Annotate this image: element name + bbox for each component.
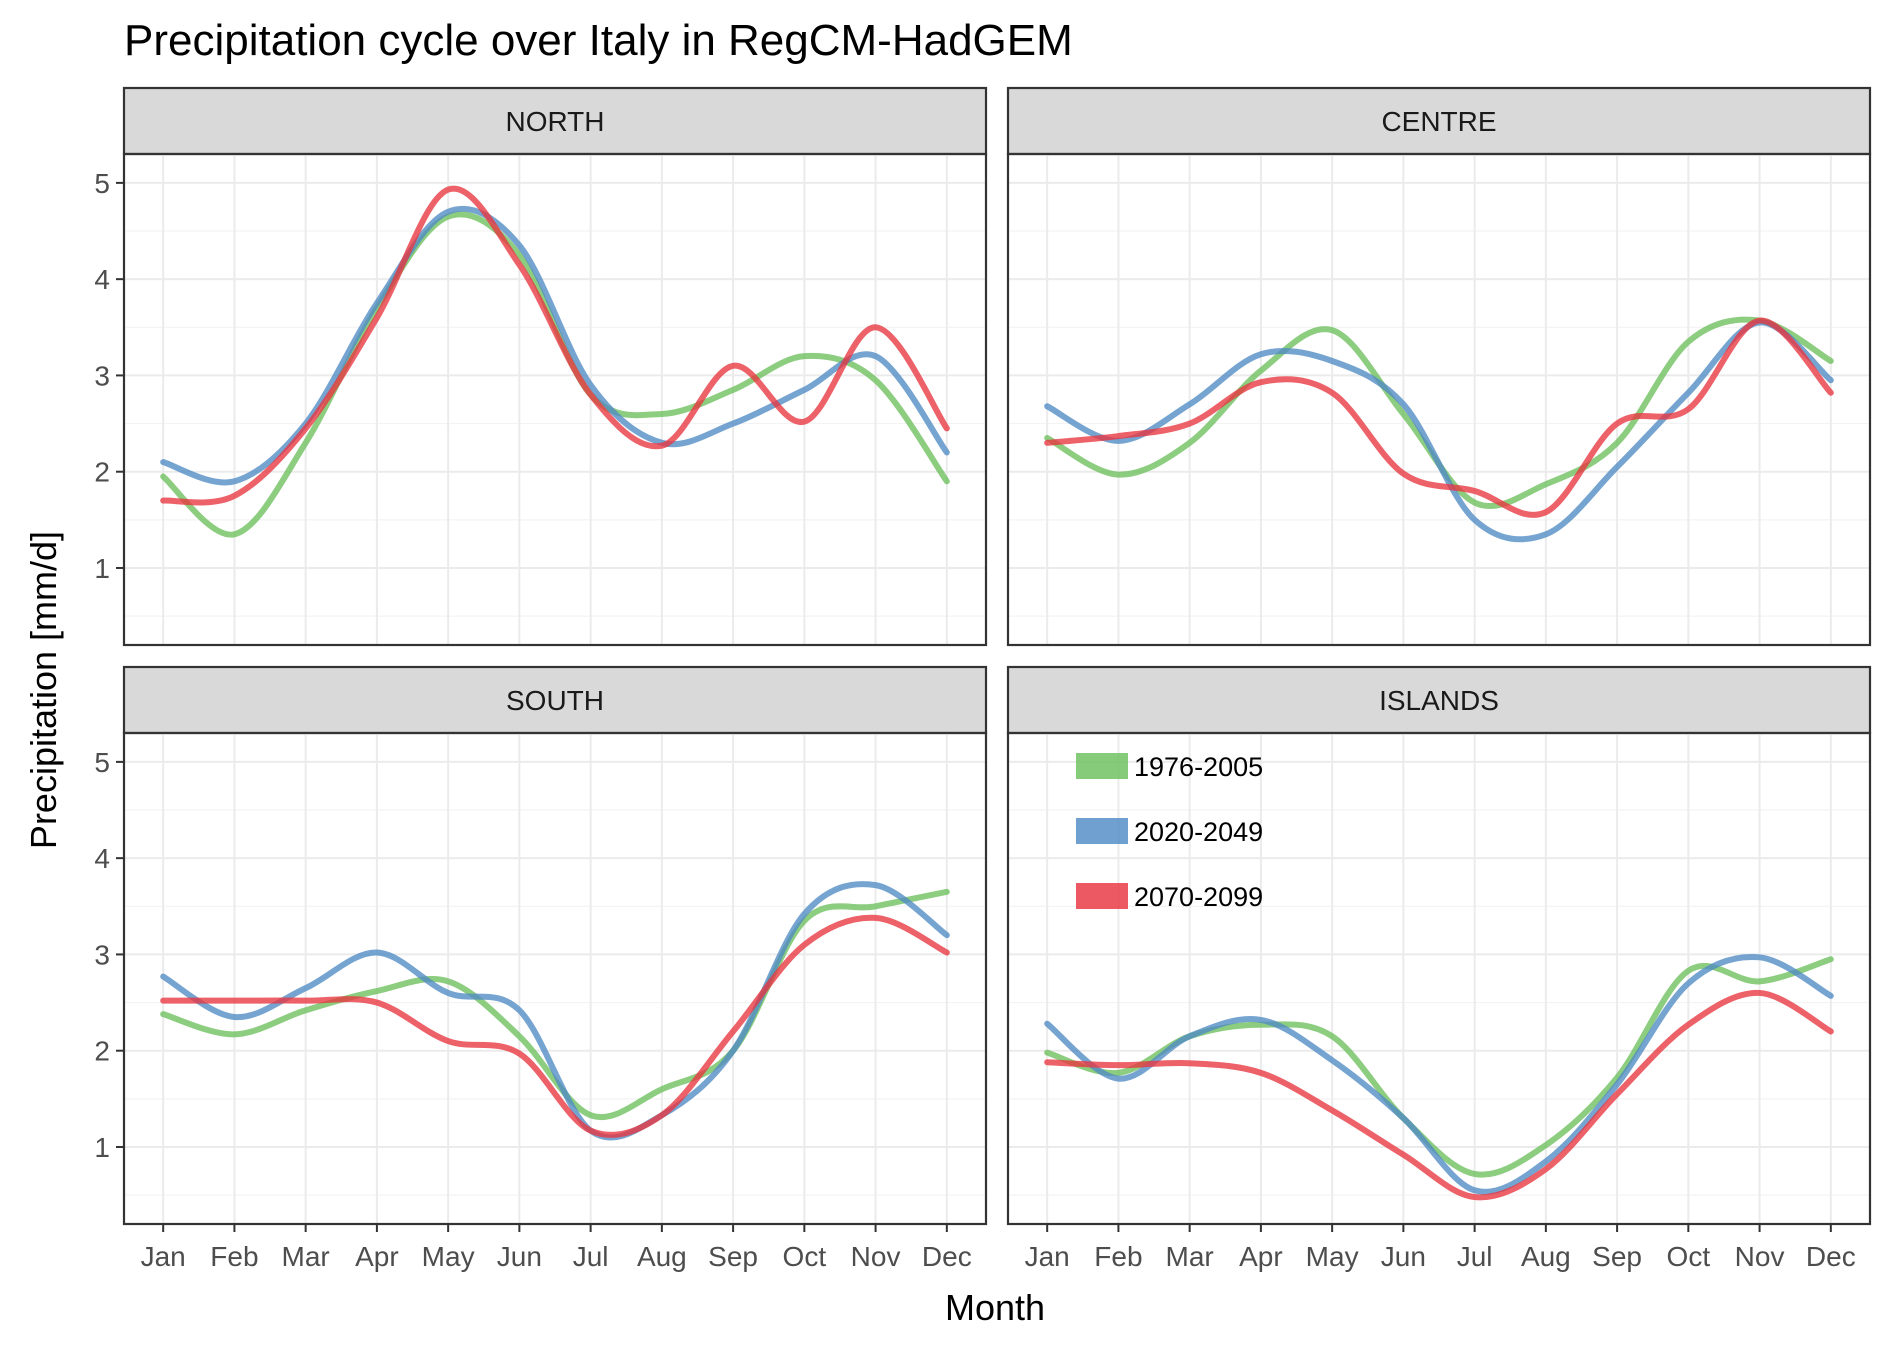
panel-centre: CENTRE: [1006, 86, 1872, 647]
x-tick-label: Feb: [210, 1241, 258, 1272]
y-tick-label: 3: [94, 939, 110, 970]
x-tick-label: Nov: [1735, 1241, 1785, 1272]
facet-panels: NORTH 1 2 3 4 5 CENTRE SOUTH 1 2 3 4 5 ISLANDS: [94, 86, 1872, 1232]
x-tick-label: Dec: [922, 1241, 972, 1272]
y-tick-label: 2: [94, 457, 110, 488]
strip-background: [122, 86, 988, 156]
y-axis-title: Precipitation [mm/d]: [23, 531, 64, 849]
legend-swatch: [1076, 883, 1128, 909]
y-tick-label: 5: [94, 168, 110, 199]
x-tick-label: Feb: [1094, 1241, 1142, 1272]
series-line-2020-2049: [1044, 953, 1834, 1195]
x-tick-label: Aug: [637, 1241, 687, 1272]
x-tick-labels: Jan Feb Mar Apr May Jun Jul Aug Sep Oct Nov Dec Jan F…: [141, 1241, 1856, 1272]
legend-item: 1976-2005: [1076, 752, 1263, 782]
x-tick-label: Apr: [355, 1241, 399, 1272]
x-tick-label: Jul: [573, 1241, 609, 1272]
x-tick-label: Dec: [1806, 1241, 1856, 1272]
strip-label: NORTH: [505, 106, 604, 137]
legend-label: 2070-2099: [1134, 882, 1263, 912]
panel-south: SOUTH 1 2 3 4 5: [94, 665, 988, 1232]
strip-background: [1006, 665, 1872, 735]
panel-north: NORTH 1 2 3 4 5: [94, 86, 988, 647]
x-tick-label: Oct: [783, 1241, 827, 1272]
series-line-1976-2005: [160, 211, 950, 538]
y-tick-label: 3: [94, 360, 110, 391]
chart-title: Precipitation cycle over Italy in RegCM-…: [124, 16, 1073, 65]
x-tick-label: Aug: [1521, 1241, 1571, 1272]
x-tick-label: Sep: [708, 1241, 758, 1272]
legend: 1976-2005 2020-2049 2070-2099: [1076, 752, 1263, 912]
legend-label: 1976-2005: [1134, 752, 1263, 782]
series-line-2070-2099: [1044, 317, 1834, 518]
series-line-2020-2049: [160, 205, 950, 486]
y-tick-label: 2: [94, 1036, 110, 1067]
legend-item: 2020-2049: [1076, 817, 1263, 847]
y-tick-label: 4: [94, 843, 110, 874]
x-tick-label: Mar: [1166, 1241, 1214, 1272]
series-line-2070-2099: [1044, 989, 1834, 1201]
x-tick-label: Apr: [1239, 1241, 1283, 1272]
series-line-2020-2049: [160, 881, 950, 1141]
panel-border: [122, 152, 988, 647]
legend-item: 2070-2099: [1076, 882, 1263, 912]
y-tick-label: 1: [94, 1132, 110, 1163]
strip-label: CENTRE: [1381, 106, 1496, 137]
x-tick-label: Jul: [1457, 1241, 1493, 1272]
legend-swatch: [1076, 753, 1128, 779]
y-tick-label: 1: [94, 553, 110, 584]
x-tick-label: Jan: [141, 1241, 186, 1272]
series-line-2020-2049: [1044, 319, 1834, 543]
strip-label: ISLANDS: [1379, 685, 1499, 716]
strip-label: SOUTH: [506, 685, 604, 716]
x-tick-label: Jan: [1025, 1241, 1070, 1272]
x-tick-label: Jun: [497, 1241, 542, 1272]
y-tick-label: 4: [94, 264, 110, 295]
x-tick-label: Oct: [1667, 1241, 1711, 1272]
panel-border: [1006, 731, 1872, 1226]
panel-islands: ISLANDS: [1006, 665, 1872, 1232]
series-line-1976-2005: [160, 888, 950, 1120]
panel-border: [1006, 152, 1872, 647]
panel-border: [122, 731, 988, 1226]
x-tick-label: May: [1306, 1241, 1359, 1272]
series-line-1976-2005: [1044, 316, 1834, 510]
x-tick-label: Nov: [851, 1241, 901, 1272]
x-tick-label: Jun: [1381, 1241, 1426, 1272]
x-tick-label: Mar: [282, 1241, 330, 1272]
series-line-2070-2099: [160, 185, 950, 506]
x-tick-label: May: [422, 1241, 475, 1272]
y-tick-label: 5: [94, 747, 110, 778]
series-line-1976-2005: [1044, 956, 1834, 1178]
x-axis-title: Month: [945, 1287, 1045, 1328]
legend-label: 2020-2049: [1134, 817, 1263, 847]
legend-swatch: [1076, 818, 1128, 844]
x-tick-label: Sep: [1592, 1241, 1642, 1272]
series-line-2070-2099: [160, 914, 950, 1138]
